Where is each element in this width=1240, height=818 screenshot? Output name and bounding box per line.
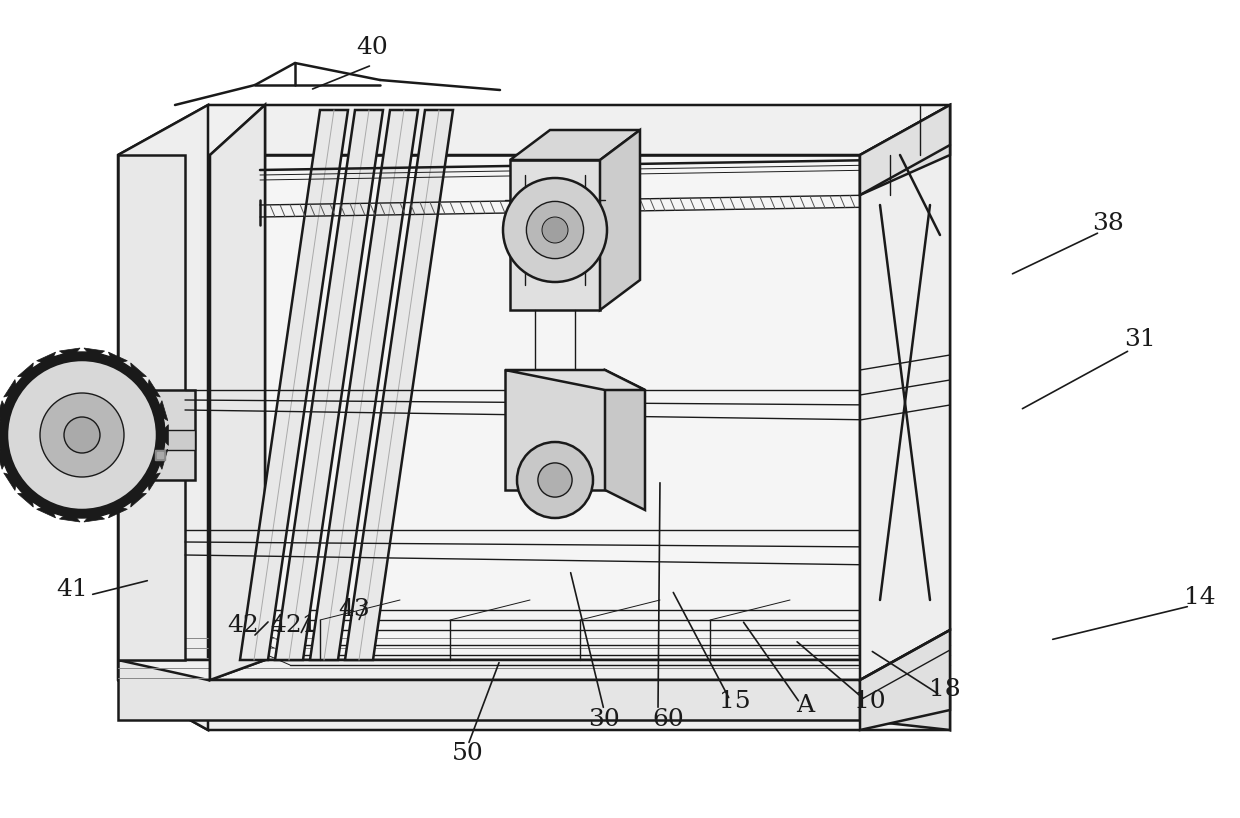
Text: 40: 40: [356, 37, 388, 60]
Circle shape: [542, 217, 568, 243]
Polygon shape: [510, 160, 600, 310]
Text: 38: 38: [1092, 212, 1123, 235]
Polygon shape: [4, 380, 17, 397]
Polygon shape: [130, 363, 146, 377]
Polygon shape: [861, 105, 950, 195]
Text: 60: 60: [652, 708, 684, 731]
Polygon shape: [0, 425, 5, 446]
Circle shape: [40, 393, 124, 477]
Polygon shape: [861, 105, 950, 730]
Polygon shape: [156, 401, 167, 420]
Text: A: A: [796, 694, 815, 717]
Circle shape: [64, 417, 100, 453]
Text: 14: 14: [1184, 587, 1215, 609]
Polygon shape: [0, 449, 9, 470]
Polygon shape: [146, 380, 160, 397]
Text: 30: 30: [588, 708, 620, 731]
Circle shape: [7, 360, 157, 510]
Text: 15: 15: [719, 690, 750, 713]
Polygon shape: [0, 401, 9, 420]
Text: 35: 35: [31, 407, 63, 429]
Polygon shape: [159, 425, 169, 446]
Polygon shape: [118, 660, 950, 680]
Polygon shape: [345, 110, 453, 660]
Polygon shape: [108, 505, 128, 518]
Polygon shape: [600, 130, 640, 310]
Polygon shape: [118, 105, 208, 730]
Polygon shape: [130, 493, 146, 507]
Polygon shape: [505, 370, 605, 490]
Text: 50: 50: [453, 741, 484, 765]
Polygon shape: [861, 630, 950, 730]
Polygon shape: [861, 660, 950, 730]
Polygon shape: [60, 348, 81, 359]
Polygon shape: [310, 110, 418, 660]
Polygon shape: [118, 105, 950, 155]
Polygon shape: [130, 390, 195, 480]
Polygon shape: [605, 370, 645, 510]
Text: 31: 31: [1125, 329, 1156, 352]
Text: 43: 43: [339, 599, 370, 622]
Polygon shape: [130, 430, 195, 450]
Text: 41: 41: [56, 578, 88, 601]
Polygon shape: [84, 348, 104, 359]
Polygon shape: [4, 473, 17, 491]
Circle shape: [527, 201, 584, 258]
Polygon shape: [505, 370, 645, 390]
Polygon shape: [210, 105, 265, 680]
Circle shape: [503, 178, 608, 282]
Polygon shape: [108, 352, 128, 365]
Polygon shape: [510, 130, 640, 160]
Polygon shape: [118, 660, 861, 720]
Polygon shape: [17, 363, 33, 377]
Polygon shape: [60, 511, 81, 522]
Polygon shape: [241, 110, 348, 660]
Polygon shape: [118, 155, 185, 660]
Polygon shape: [118, 680, 950, 730]
Polygon shape: [275, 110, 383, 660]
Polygon shape: [17, 493, 33, 507]
Polygon shape: [37, 352, 56, 365]
Polygon shape: [210, 105, 265, 680]
Polygon shape: [84, 511, 104, 522]
Text: 18: 18: [929, 678, 961, 702]
Text: 10: 10: [854, 690, 885, 713]
Polygon shape: [118, 155, 861, 680]
Circle shape: [538, 463, 572, 497]
Circle shape: [517, 442, 593, 518]
Text: 42: 42: [227, 614, 259, 636]
Polygon shape: [37, 505, 56, 518]
Circle shape: [0, 352, 165, 518]
Polygon shape: [861, 105, 950, 680]
Polygon shape: [156, 449, 167, 470]
Polygon shape: [146, 473, 160, 491]
Text: 421: 421: [270, 614, 317, 636]
